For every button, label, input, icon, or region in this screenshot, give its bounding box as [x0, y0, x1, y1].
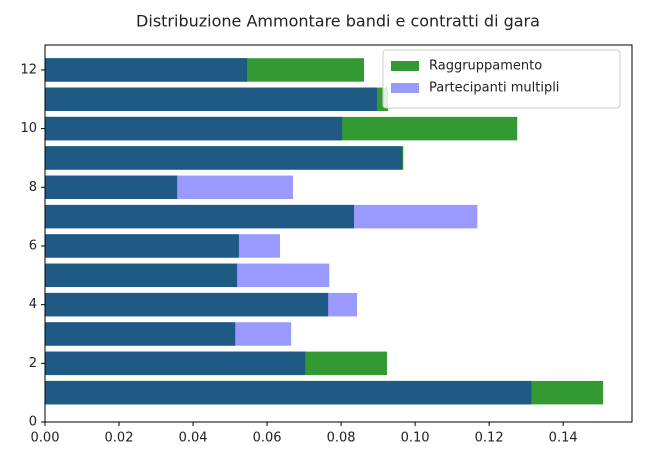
legend-label: Raggruppamento — [429, 59, 542, 74]
bar — [45, 263, 238, 288]
bar — [45, 175, 178, 200]
bar — [45, 351, 306, 376]
bar — [45, 204, 355, 229]
bar — [45, 87, 377, 112]
legend-swatch — [391, 61, 419, 71]
y-tick-label: 4 — [29, 297, 37, 312]
bar — [45, 380, 532, 405]
legend-box — [382, 49, 621, 109]
plot-frame — [44, 44, 633, 423]
y-tick-label: 10 — [20, 121, 37, 136]
bar — [45, 292, 329, 317]
bar — [45, 322, 236, 346]
y-tick-label: 2 — [29, 356, 37, 371]
y-tick-label: 8 — [29, 180, 37, 195]
x-tick-label: 0.02 — [105, 431, 134, 446]
legend-label: Partecipanti multipli — [429, 81, 559, 96]
y-tick-label: 0 — [29, 415, 37, 430]
x-tick-label: 0.00 — [31, 431, 60, 446]
legend-swatch — [391, 83, 419, 93]
y-tick-label: 12 — [20, 62, 37, 77]
x-tick-label: 0.04 — [179, 431, 208, 446]
x-tick-label: 0.12 — [475, 431, 504, 446]
bar — [45, 116, 343, 141]
chart-title: Distribuzione Ammontare bandi e contratt… — [136, 12, 540, 31]
x-tick-label: 0.10 — [401, 431, 430, 446]
bar — [45, 234, 239, 258]
x-tick-label: 0.06 — [253, 431, 282, 446]
y-tick-label: 6 — [29, 238, 37, 253]
bar — [45, 58, 248, 82]
x-tick-label: 0.14 — [549, 431, 578, 446]
x-tick-label: 0.08 — [327, 431, 356, 446]
bar — [45, 146, 403, 170]
